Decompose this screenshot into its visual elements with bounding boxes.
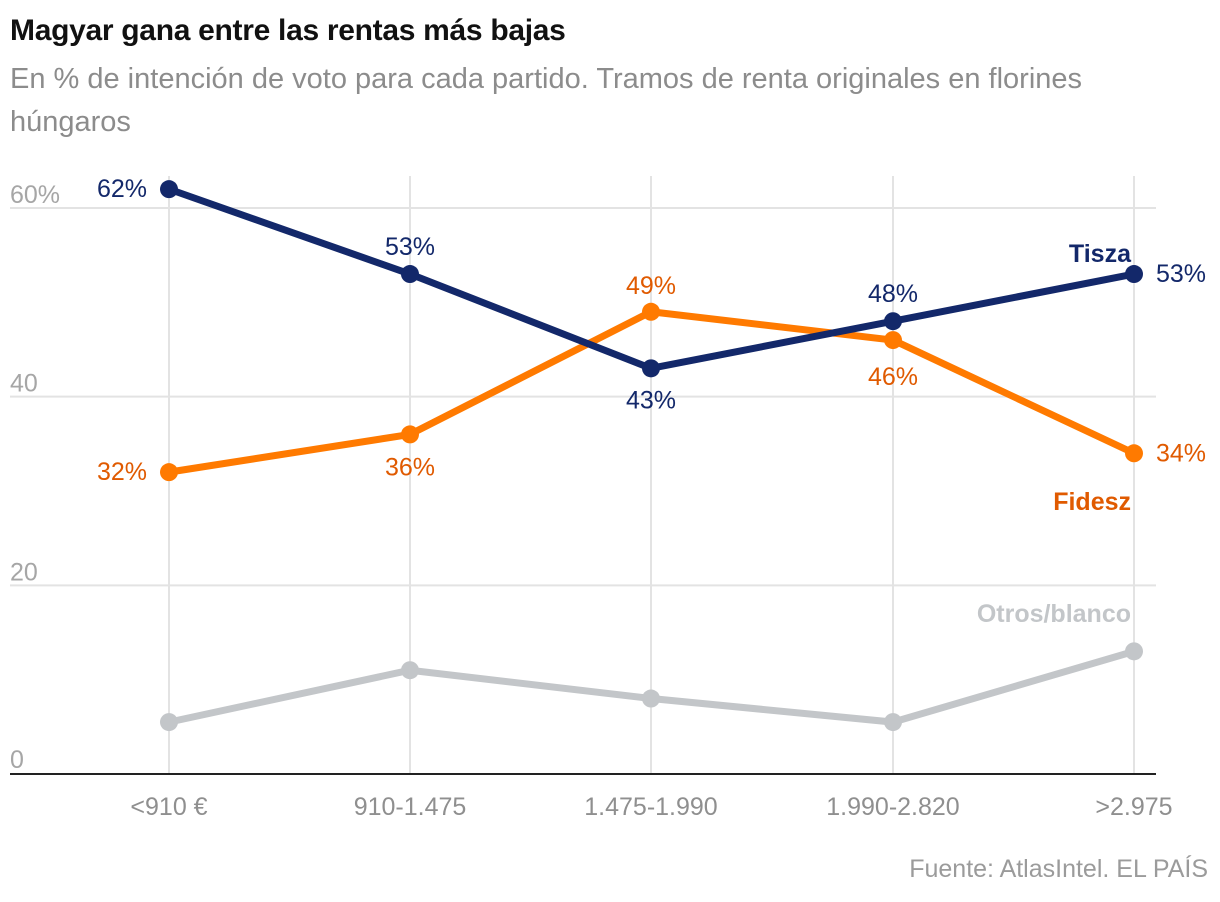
source-note: Fuente: AtlasIntel. EL PAÍS: [909, 855, 1208, 883]
data-point: [642, 359, 660, 378]
y-tick-label: 60%: [10, 181, 60, 209]
data-point: [884, 331, 902, 350]
data-point: [884, 713, 902, 732]
data-point: [401, 425, 419, 444]
data-label: 43%: [626, 386, 676, 414]
data-label: 32%: [97, 458, 147, 486]
data-label: 53%: [385, 233, 435, 261]
series-name-label: Fidesz: [1053, 488, 1131, 516]
data-point: [1125, 444, 1143, 463]
data-point: [642, 689, 660, 708]
data-label: 53%: [1156, 260, 1206, 288]
y-axis-ticks: 0 20 40 60%: [10, 181, 60, 774]
data-point: [884, 312, 902, 331]
data-point: [160, 713, 178, 732]
series-group: [160, 180, 1143, 732]
data-point: [160, 463, 178, 482]
chart-subtitle: En % de intención de voto para cada part…: [10, 63, 1083, 138]
data-label: 62%: [97, 175, 147, 203]
data-label: 49%: [626, 272, 676, 300]
chart-title: Magyar gana entre las rentas más bajas: [10, 14, 566, 47]
y-tick-label: 40: [10, 370, 38, 398]
x-tick-label: <910 €: [130, 793, 207, 821]
y-tick-label: 0: [10, 746, 24, 774]
series-name-label: Tisza: [1069, 240, 1132, 268]
data-point: [1125, 642, 1143, 661]
y-tick-label: 20: [10, 558, 38, 586]
data-label: 48%: [868, 280, 918, 308]
x-tick-label: 910-1.475: [354, 793, 467, 821]
data-point: [160, 180, 178, 199]
grid-lines: [10, 176, 1156, 774]
data-point: [401, 661, 419, 680]
data-point: [401, 265, 419, 284]
data-labels: 62% 53% 43% 48% 53% 32% 36% 49% 46% 34% Tisza Fides…: [97, 175, 1206, 628]
x-tick-label: 1.475-1.990: [584, 793, 717, 821]
x-tick-label: 1.990-2.820: [826, 793, 959, 821]
data-label: 34%: [1156, 439, 1206, 467]
x-tick-label: >2.975: [1095, 793, 1172, 821]
data-point: [1125, 265, 1143, 284]
data-label: 36%: [385, 453, 435, 481]
series-name-label: Otros/blanco: [977, 600, 1131, 628]
data-point: [642, 302, 660, 321]
x-axis-ticks: <910 € 910-1.475 1.475-1.990 1.990-2.820 >2.…: [130, 793, 1172, 821]
data-label: 46%: [868, 363, 918, 391]
